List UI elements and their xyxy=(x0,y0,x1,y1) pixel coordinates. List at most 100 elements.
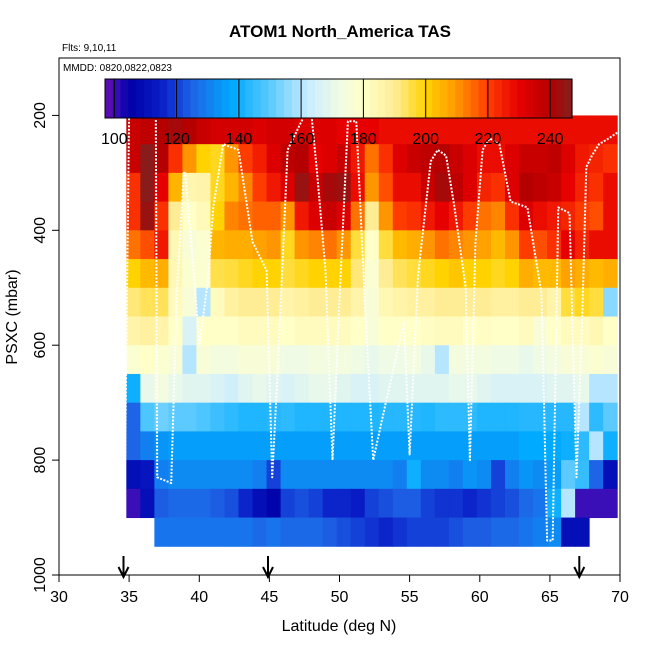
heatmap-cell xyxy=(504,316,520,346)
heatmap-cell xyxy=(406,144,422,174)
heatmap-cell xyxy=(589,316,604,346)
heatmap-cell xyxy=(547,144,562,174)
heatmap-cell xyxy=(420,431,436,461)
heatmap-cell xyxy=(294,287,310,317)
heatmap-cell xyxy=(308,373,324,404)
heatmap-cell xyxy=(504,402,520,432)
heatmap-cell xyxy=(182,431,197,461)
heatmap-cell xyxy=(168,431,183,461)
colorbar-segment xyxy=(463,79,472,118)
heatmap-cell xyxy=(196,488,211,519)
heatmap-cell xyxy=(519,345,534,375)
colorbar-segment xyxy=(509,79,519,118)
heatmap-cell xyxy=(294,201,310,231)
heatmap-cell xyxy=(434,373,450,404)
heatmap-cell xyxy=(561,201,576,231)
heatmap-cell xyxy=(476,345,492,375)
heatmap-cell xyxy=(266,172,282,203)
colorbar-tick-label: 200 xyxy=(412,131,439,148)
heatmap-cell xyxy=(462,144,478,174)
heatmap-cell xyxy=(350,517,366,547)
heatmap-cell xyxy=(448,460,464,490)
heatmap-cell xyxy=(561,345,576,375)
heatmap-cell xyxy=(140,345,155,375)
colorbar-segment xyxy=(291,79,301,118)
heatmap-cell xyxy=(392,373,408,404)
event-markers xyxy=(117,556,586,580)
colorbar-segment xyxy=(136,79,145,118)
heatmap-cell xyxy=(294,316,310,346)
heatmap-cell xyxy=(533,230,548,260)
heatmap-cell xyxy=(224,402,240,432)
heatmap-cell xyxy=(420,345,436,375)
heatmap-cell xyxy=(182,373,197,404)
colorbar-segment xyxy=(494,79,503,118)
colorbar-segment xyxy=(392,79,402,118)
heatmap-cell xyxy=(252,230,268,260)
heatmap-cell xyxy=(434,431,450,461)
heatmap-cell xyxy=(350,287,366,317)
heatmap-cell xyxy=(448,316,464,346)
heatmap-cell xyxy=(294,115,310,145)
heatmap-cell xyxy=(504,431,520,461)
heatmap-cell xyxy=(378,144,394,174)
heatmap-cell xyxy=(280,172,296,203)
colorbar-segment xyxy=(151,79,161,118)
heatmap-cell xyxy=(476,201,492,231)
colorbar-segment xyxy=(525,79,534,118)
colorbar-ticks: 100 120 140 160 180 200 220 240 xyxy=(101,79,564,148)
heatmap-cell xyxy=(462,488,478,519)
colorbar-segment xyxy=(213,79,223,118)
heatmap-cell xyxy=(294,172,310,203)
heatmap-cell xyxy=(224,460,240,490)
heatmap-cell xyxy=(364,144,380,174)
y-tick-label: 1000 xyxy=(32,557,49,593)
heatmap-cell xyxy=(140,316,155,346)
colorbar-segment xyxy=(299,79,308,118)
heatmap-cell xyxy=(533,460,548,490)
heatmap-cell xyxy=(490,287,506,317)
heatmap-cell xyxy=(448,517,464,547)
heatmap-cell xyxy=(364,460,380,490)
colorbar-tick-label: 220 xyxy=(475,131,502,148)
colorbar-segment xyxy=(517,79,526,118)
heatmap-cell xyxy=(575,517,590,547)
heatmap-cell xyxy=(308,287,324,317)
heatmap-cell xyxy=(154,230,169,260)
heatmap-cell xyxy=(603,144,618,174)
colorbar-segment xyxy=(385,79,394,118)
heatmap-cell xyxy=(252,316,268,346)
heatmap-cell xyxy=(280,259,296,289)
heatmap-cell xyxy=(322,144,338,174)
heatmap-cell xyxy=(154,144,169,174)
colorbar-segment xyxy=(361,79,371,118)
heatmap-cell xyxy=(575,201,590,231)
heatmap-cell xyxy=(266,460,282,490)
heatmap-cell xyxy=(350,402,366,432)
heatmap-cell xyxy=(406,460,422,490)
x-tick-label: 60 xyxy=(471,589,489,606)
heatmap-cell xyxy=(196,373,211,404)
heatmap-cell xyxy=(420,144,436,174)
heatmap-cell xyxy=(252,373,268,404)
heatmap-cell xyxy=(266,259,282,289)
heatmap-cell xyxy=(364,431,380,461)
colorbar-segment xyxy=(315,79,324,118)
heatmap-cell xyxy=(378,431,394,461)
heatmap-cell xyxy=(462,517,478,547)
heatmap-cell xyxy=(533,488,548,519)
colorbar-tick-label: 240 xyxy=(537,131,564,148)
heatmap-cell xyxy=(252,402,268,432)
heatmap-cell xyxy=(378,259,394,289)
heatmap-cell xyxy=(336,488,352,519)
heatmap-cell xyxy=(504,201,520,231)
colorbar-segment xyxy=(112,79,122,118)
heatmap-cell xyxy=(294,517,310,547)
heatmap-cell xyxy=(140,259,155,289)
heatmap-cell xyxy=(266,201,282,231)
heatmap-cell xyxy=(364,201,380,231)
heatmap-cell xyxy=(252,345,268,375)
heatmap-cell xyxy=(504,373,520,404)
heatmap-cell xyxy=(252,287,268,317)
colorbar xyxy=(104,78,573,119)
